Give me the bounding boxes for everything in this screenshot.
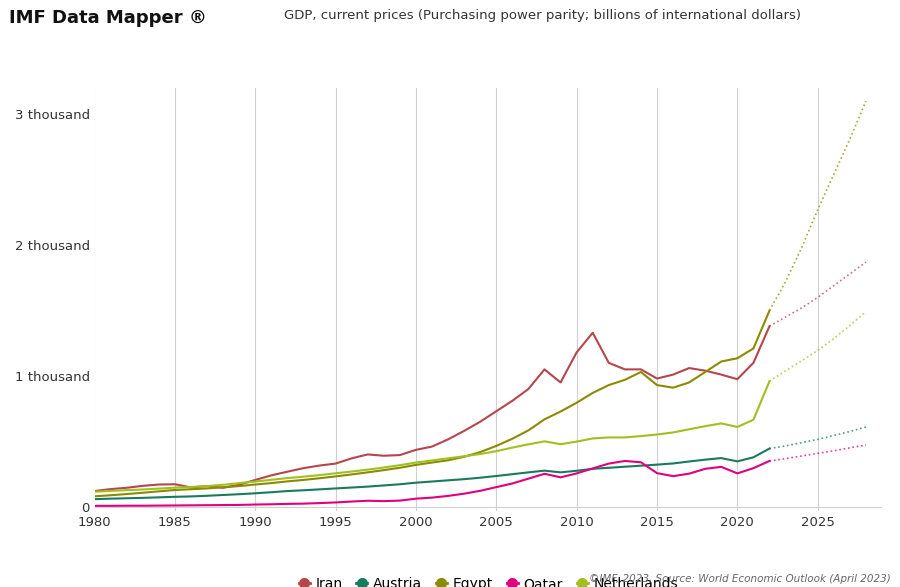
Text: GDP, current prices (Purchasing power parity; billions of international dollars): GDP, current prices (Purchasing power pa… bbox=[284, 9, 800, 22]
Text: ©IMF, 2023, Source: World Economic Outlook (April 2023): ©IMF, 2023, Source: World Economic Outlo… bbox=[590, 574, 891, 584]
Legend: Iran, Austria, Egypt, Qatar, Netherlands: Iran, Austria, Egypt, Qatar, Netherlands bbox=[293, 572, 683, 587]
Text: IMF Data Mapper ®: IMF Data Mapper ® bbox=[9, 9, 207, 27]
